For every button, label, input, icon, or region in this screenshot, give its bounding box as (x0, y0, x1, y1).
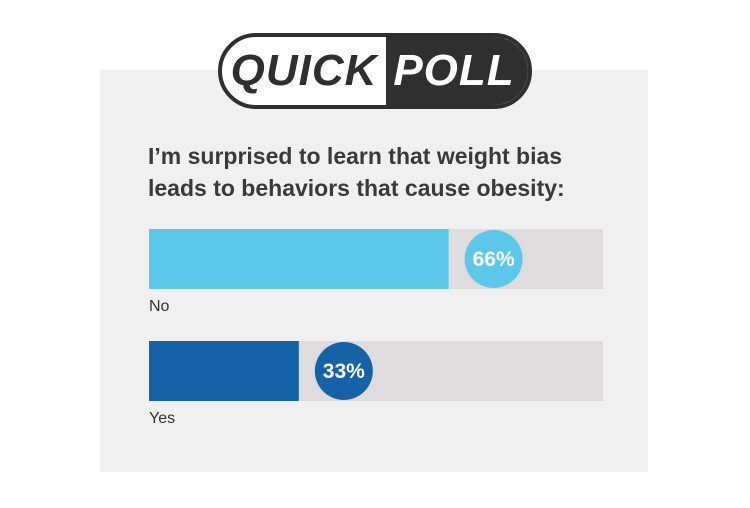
quick-poll-badge: QUICK POLL (218, 33, 532, 109)
bar-no (149, 229, 449, 289)
category-label: Yes (149, 410, 175, 427)
value-label: 66% (473, 248, 515, 271)
value-label: 33% (323, 360, 365, 383)
badge-left-text: QUICK (230, 46, 378, 95)
value-bubble (464, 230, 523, 288)
poll-question: I’m surprised to learn that weight bias … (148, 143, 565, 201)
value-bubble (314, 342, 373, 400)
bar-yes (149, 341, 299, 401)
badge-right-text: POLL (386, 37, 528, 105)
category-label: No (149, 298, 170, 315)
